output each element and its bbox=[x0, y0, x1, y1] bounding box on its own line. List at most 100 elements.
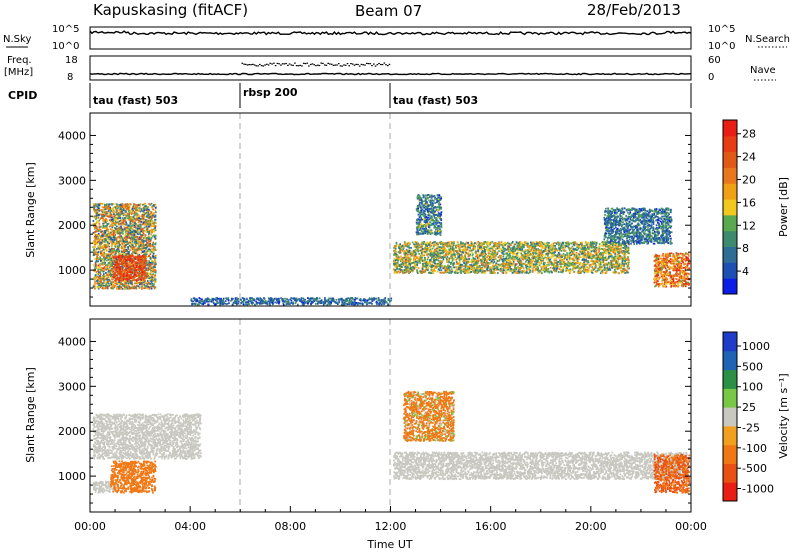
power-cell bbox=[102, 246, 104, 249]
power-cell bbox=[99, 275, 101, 277]
power-cell bbox=[138, 204, 141, 206]
power-cell bbox=[506, 263, 509, 265]
power-cell bbox=[132, 218, 134, 221]
nave-point bbox=[290, 64, 293, 66]
nave-point bbox=[271, 63, 273, 65]
power-cell bbox=[609, 244, 611, 246]
power-cell bbox=[121, 288, 124, 290]
power-cell bbox=[140, 240, 143, 242]
power-cell bbox=[591, 249, 594, 252]
power-cell bbox=[393, 264, 396, 266]
power-cell bbox=[109, 256, 112, 259]
power-cell bbox=[107, 257, 110, 259]
power-cell bbox=[114, 222, 117, 225]
power-cell bbox=[506, 267, 508, 270]
power-cell bbox=[122, 214, 125, 217]
power-cell bbox=[117, 248, 119, 251]
power-cell bbox=[119, 274, 122, 277]
power-cell bbox=[120, 283, 122, 285]
power-cell bbox=[102, 256, 105, 259]
power-cell bbox=[100, 202, 103, 205]
power-cell bbox=[109, 206, 111, 209]
power-cell bbox=[567, 242, 570, 245]
power-cell bbox=[143, 259, 146, 262]
power-cell bbox=[146, 230, 149, 233]
power-cell bbox=[131, 258, 133, 260]
power-cell bbox=[494, 257, 497, 260]
power-cell bbox=[154, 254, 157, 257]
power-cell bbox=[123, 206, 125, 208]
power-cell bbox=[421, 260, 424, 262]
power-cell bbox=[515, 268, 518, 271]
power-cell bbox=[105, 287, 107, 289]
power-cell bbox=[155, 263, 157, 265]
power-cell bbox=[148, 273, 150, 276]
power-cell bbox=[124, 244, 127, 246]
power-cell bbox=[140, 279, 143, 281]
power-cell bbox=[102, 259, 105, 261]
power-cell bbox=[402, 264, 405, 266]
power-cell bbox=[138, 221, 140, 223]
power-cell bbox=[440, 247, 443, 249]
power-cell bbox=[154, 227, 157, 229]
power-cell bbox=[114, 220, 117, 223]
power-cell bbox=[120, 210, 122, 213]
power-cell bbox=[116, 242, 118, 245]
power-cell bbox=[145, 240, 147, 242]
power-cell bbox=[428, 262, 430, 264]
power-cell bbox=[98, 247, 101, 250]
power-cell bbox=[141, 280, 143, 282]
power-cell bbox=[141, 282, 143, 285]
power-cell bbox=[426, 252, 428, 255]
power-cell bbox=[125, 240, 127, 243]
power-cell bbox=[133, 229, 135, 232]
power-cell bbox=[153, 271, 155, 273]
power-cell bbox=[124, 258, 126, 261]
power-cell bbox=[146, 256, 149, 258]
power-cell bbox=[124, 275, 127, 278]
power-cell bbox=[97, 205, 99, 208]
power-cell bbox=[138, 215, 140, 217]
power-cell bbox=[126, 232, 129, 235]
power-cell bbox=[584, 270, 587, 272]
power-cell bbox=[126, 260, 129, 262]
power-cell bbox=[95, 235, 98, 238]
power-cell bbox=[139, 265, 141, 268]
power-cell bbox=[106, 264, 108, 266]
power-cell bbox=[119, 214, 122, 216]
power-cell bbox=[135, 208, 137, 211]
power-cell bbox=[114, 214, 117, 217]
power-cell bbox=[142, 247, 145, 250]
nave-point bbox=[341, 65, 343, 67]
power-cell bbox=[140, 221, 143, 223]
power-cell bbox=[139, 202, 142, 205]
power-cell bbox=[606, 251, 609, 254]
power-cell bbox=[530, 256, 533, 259]
power-cell bbox=[110, 265, 113, 267]
power-cell bbox=[140, 241, 142, 244]
power-cell bbox=[110, 231, 112, 234]
power-cell bbox=[144, 252, 147, 255]
power-cell bbox=[431, 260, 433, 263]
power-cell bbox=[501, 252, 503, 254]
power-cell bbox=[128, 268, 130, 271]
power-cell bbox=[472, 253, 474, 256]
power-cell bbox=[108, 250, 110, 253]
power-cell bbox=[107, 222, 110, 225]
power-cell bbox=[151, 225, 154, 227]
nave-point bbox=[336, 64, 338, 66]
power-cell bbox=[108, 245, 111, 248]
power-cell bbox=[97, 239, 99, 241]
power-cell bbox=[595, 246, 598, 249]
power-cell bbox=[123, 237, 126, 239]
power-cell bbox=[545, 243, 547, 246]
power-cell bbox=[105, 255, 108, 258]
power-cell bbox=[119, 208, 122, 211]
power-cell bbox=[127, 224, 129, 227]
power-cell bbox=[620, 250, 623, 253]
power-cell bbox=[135, 258, 138, 261]
power-cell bbox=[142, 242, 145, 244]
power-cell bbox=[123, 240, 125, 243]
power-cell bbox=[556, 267, 558, 269]
power-cell bbox=[435, 242, 438, 245]
